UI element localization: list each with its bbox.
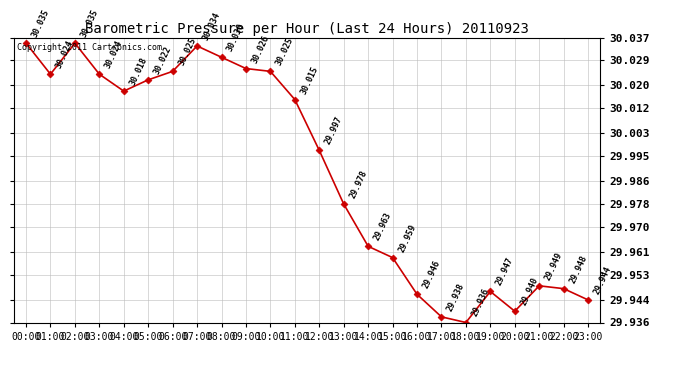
Text: 30.025: 30.025 [275, 36, 295, 67]
Text: 30.026: 30.026 [250, 33, 271, 64]
Text: 30.018: 30.018 [128, 56, 149, 87]
Text: 29.963: 29.963 [373, 211, 393, 242]
Text: 30.024: 30.024 [104, 39, 124, 70]
Text: 30.024: 30.024 [55, 39, 75, 70]
Text: 29.940: 29.940 [519, 276, 540, 307]
Text: 29.938: 29.938 [446, 282, 466, 313]
Title: Barometric Pressure per Hour (Last 24 Hours) 20110923: Barometric Pressure per Hour (Last 24 Ho… [85, 22, 529, 36]
Text: 29.959: 29.959 [397, 222, 417, 254]
Text: 30.025: 30.025 [177, 36, 197, 67]
Text: 30.030: 30.030 [226, 22, 246, 53]
Text: 29.936: 29.936 [470, 287, 491, 318]
Text: 30.015: 30.015 [299, 64, 320, 95]
Text: 29.997: 29.997 [324, 115, 344, 146]
Text: 30.035: 30.035 [30, 8, 51, 39]
Text: 29.947: 29.947 [495, 256, 515, 287]
Text: 29.949: 29.949 [543, 251, 564, 282]
Text: 30.022: 30.022 [152, 45, 173, 76]
Text: 29.946: 29.946 [421, 259, 442, 290]
Text: 29.978: 29.978 [348, 169, 368, 200]
Text: 30.035: 30.035 [79, 8, 100, 39]
Text: 30.034: 30.034 [201, 11, 222, 42]
Text: Copyright 2011 Cartronics.com: Copyright 2011 Cartronics.com [17, 43, 161, 52]
Text: 29.948: 29.948 [568, 254, 589, 285]
Text: 29.944: 29.944 [592, 265, 613, 296]
